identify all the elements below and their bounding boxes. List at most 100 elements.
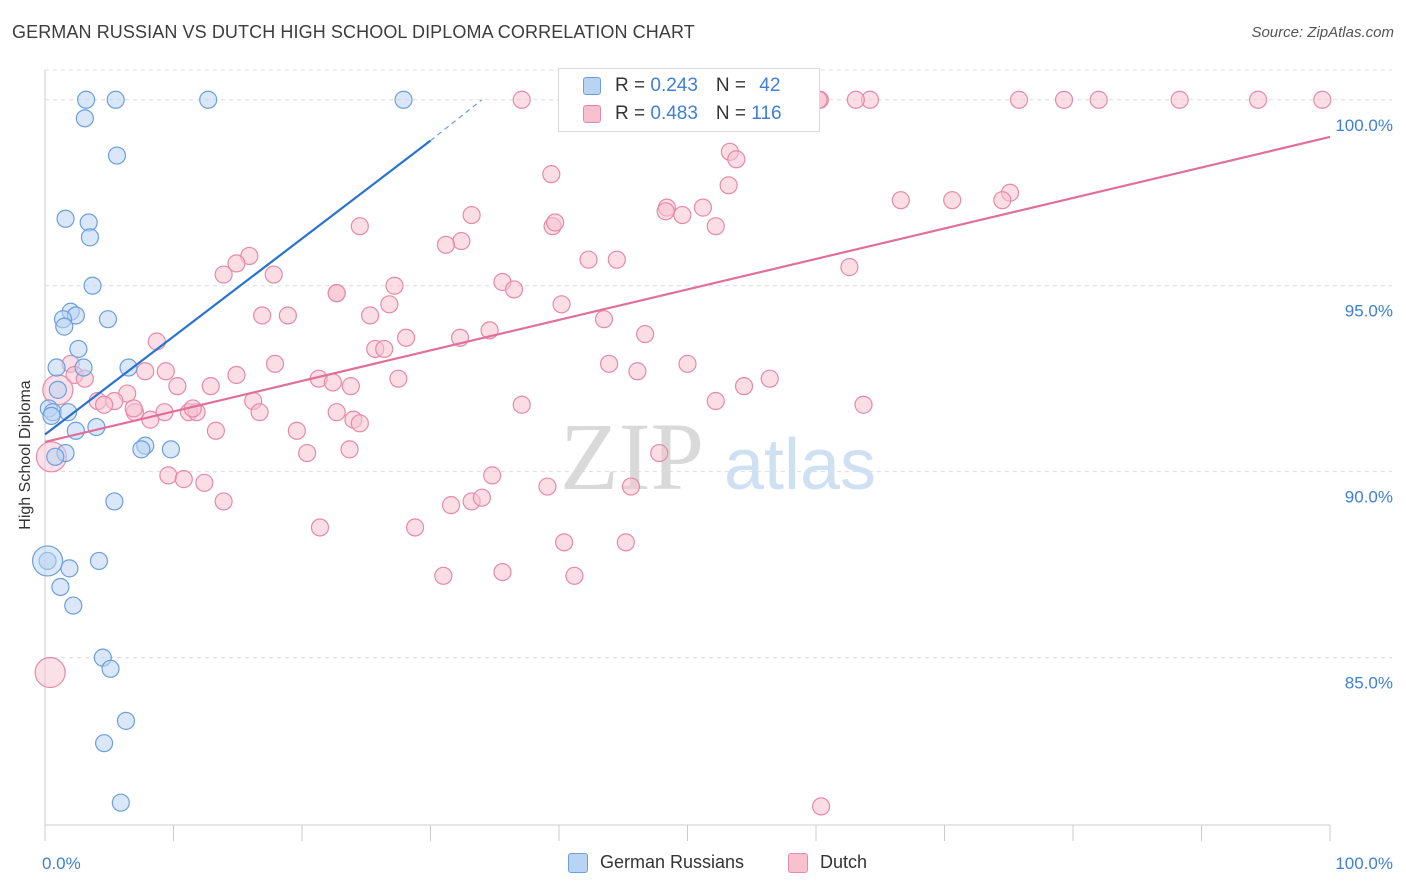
dutch-point [616, 533, 635, 552]
dutch-point [734, 377, 754, 396]
legend-label: German Russians [600, 852, 745, 872]
dutch-point [214, 492, 233, 511]
dutch-point [361, 306, 380, 325]
german-russian-trend-line [44, 139, 432, 436]
german-russian-point [83, 276, 102, 295]
german-russian-point [69, 339, 88, 359]
legend-swatch-pink [583, 105, 601, 123]
german-russian-point [119, 358, 138, 377]
german-russian-point [106, 90, 125, 109]
dutch-point [565, 566, 584, 585]
dutch-point [727, 150, 746, 169]
dutch-point [1089, 90, 1108, 109]
legend-item-dutch: Dutch [788, 852, 867, 873]
dutch-point [264, 265, 283, 284]
german-russian-point [98, 310, 118, 329]
y-tick-label: 95.0% [1345, 302, 1393, 321]
dutch-point [621, 477, 641, 496]
dutch-point [693, 198, 713, 217]
dutch-point [174, 470, 193, 489]
dutch-point [206, 421, 226, 440]
dutch-point [538, 477, 557, 496]
y-tick-label: 90.0% [1345, 488, 1393, 507]
dutch-point [124, 399, 143, 418]
dutch-point [323, 373, 342, 392]
german-russian-point [42, 406, 61, 425]
dutch-point [1313, 90, 1332, 109]
german-russian-point [107, 146, 127, 165]
dutch-point [552, 295, 571, 314]
dutch-point [1054, 90, 1074, 109]
german-russian-point [89, 551, 109, 571]
dutch-point [227, 254, 246, 273]
dutch-point [600, 354, 619, 373]
dutch-point [265, 354, 285, 373]
series-legend: German Russians Dutch [0, 852, 1406, 878]
legend-n-label: N = [715, 103, 752, 124]
dutch-point [512, 395, 531, 414]
dutch-point [341, 377, 360, 396]
legend-r-label: R = [615, 75, 651, 96]
german-russian-point [116, 711, 136, 730]
dutch-point [840, 258, 859, 277]
dutch-point [607, 250, 626, 269]
legend-item-german-russians: German Russians [568, 852, 744, 873]
legend-row-dutch: R = 0.483 N = 116 [583, 102, 782, 126]
legend-label: Dutch [820, 852, 868, 872]
legend-n-value: 116 [751, 103, 782, 124]
german-russian-trend-extension [430, 99, 483, 142]
y-tick-label: 100.0% [1335, 116, 1393, 135]
watermark: ZIP atlas [560, 403, 876, 510]
german-russian-point [48, 380, 67, 399]
chart-title: GERMAN RUSSIAN VS DUTCH HIGH SCHOOL DIPL… [12, 22, 695, 42]
dutch-point [719, 176, 738, 195]
dutch-point [310, 518, 330, 537]
dutch-point [1170, 90, 1189, 109]
german-russian-point [60, 559, 79, 578]
german-russian-point [75, 109, 94, 128]
dutch-point [650, 443, 669, 463]
grid-lines [45, 69, 1392, 659]
german-russian-point [95, 734, 114, 753]
dutch-point [350, 217, 369, 236]
dutch-point [195, 473, 214, 492]
dutch-point [168, 377, 187, 396]
dutch-point [287, 421, 306, 440]
legend-r-value: 0.483 [650, 103, 698, 124]
dutch-point [812, 797, 831, 816]
dutch-point [436, 235, 456, 254]
dutch-point [854, 395, 873, 414]
german-russian-point [47, 358, 66, 377]
dutch-point [493, 562, 512, 582]
dutch-point [555, 533, 574, 552]
dutch-point [462, 205, 481, 225]
dutch-point [542, 165, 561, 184]
dutch-point [656, 202, 675, 221]
dutch-point [706, 217, 725, 236]
legend-row-german-russians: R = 0.243 N = 42 [583, 74, 780, 98]
dutch-point [472, 488, 491, 507]
dutch-point [340, 440, 359, 459]
dutch-point [846, 90, 865, 109]
german-russian-point [55, 317, 74, 336]
legend-n-label: N = [715, 75, 752, 96]
german-russian-point [87, 417, 106, 437]
dutch-point [405, 518, 425, 537]
dutch-point [227, 365, 246, 385]
german-russian-point [80, 228, 100, 247]
dutch-point [504, 280, 524, 299]
dutch-point [214, 265, 233, 284]
watermark-atlas: atlas [724, 425, 876, 505]
german-russian-point [101, 659, 120, 678]
x-tick-label-min: 0.0% [42, 854, 81, 873]
dutch-point [375, 339, 394, 359]
dutch-point [385, 276, 404, 295]
dutch-point [250, 403, 269, 422]
correlation-legend: R = 0.243 N = 42 R = 0.483 N = 116 [558, 68, 820, 132]
legend-r-label: R = [615, 103, 651, 124]
german-russian-point [394, 90, 413, 109]
y-tick-label: 85.0% [1345, 674, 1393, 693]
dutch-point [546, 213, 565, 232]
german-russian-point [74, 358, 93, 377]
dutch-point [678, 354, 697, 373]
